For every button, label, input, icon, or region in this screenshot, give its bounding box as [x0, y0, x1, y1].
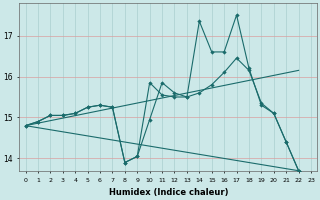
X-axis label: Humidex (Indice chaleur): Humidex (Indice chaleur): [108, 188, 228, 197]
